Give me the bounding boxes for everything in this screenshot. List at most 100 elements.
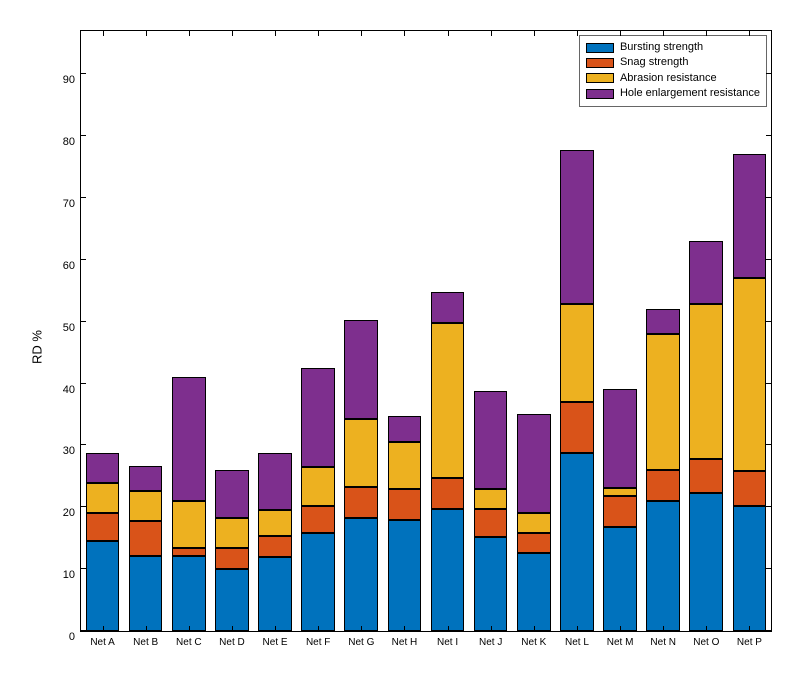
y-axis-label: RD %: [29, 330, 44, 364]
legend-swatch: [586, 58, 614, 68]
bar-segment: [344, 518, 378, 631]
bar-segment: [388, 489, 422, 520]
bar-segment: [474, 509, 508, 537]
bar-segment: [172, 556, 206, 631]
bar-segment: [86, 453, 120, 483]
y-tick-mark: [766, 630, 771, 631]
x-tick-label: Net P: [737, 631, 762, 648]
bar-segment: [560, 453, 594, 631]
x-tick-label: Net C: [176, 631, 202, 648]
bar-segment: [603, 389, 637, 488]
x-tick-mark: [534, 31, 535, 36]
x-tick-mark: [448, 626, 449, 631]
x-tick-mark: [620, 31, 621, 36]
bar-segment: [431, 478, 465, 509]
x-tick-mark: [275, 626, 276, 631]
x-tick-label: Net B: [133, 631, 158, 648]
y-tick-mark: [766, 259, 771, 260]
bar-segment: [474, 537, 508, 631]
x-tick-mark: [146, 31, 147, 36]
bar-segment: [689, 304, 723, 459]
bar-segment: [646, 309, 680, 334]
y-tick-mark: [766, 444, 771, 445]
bar-segment: [689, 459, 723, 493]
bar-segment: [431, 323, 465, 478]
bar-segment: [560, 304, 594, 402]
legend: Bursting strengthSnag strengthAbrasion r…: [579, 35, 767, 107]
y-tick-mark: [81, 259, 86, 260]
x-tick-mark: [232, 31, 233, 36]
bar-segment: [733, 506, 767, 631]
x-tick-label: Net D: [219, 631, 245, 648]
y-tick-mark: [766, 135, 771, 136]
legend-label: Abrasion resistance: [620, 71, 717, 86]
y-tick-mark: [81, 135, 86, 136]
bar-segment: [517, 533, 551, 553]
x-tick-mark: [275, 31, 276, 36]
bar-segment: [172, 377, 206, 501]
bar-segment: [474, 489, 508, 509]
bar-segment: [258, 536, 292, 556]
bar-segment: [301, 368, 335, 467]
bar-segment: [517, 553, 551, 631]
x-tick-mark: [749, 31, 750, 36]
y-tick-mark: [81, 73, 86, 74]
bar-segment: [86, 541, 120, 631]
bar-segment: [603, 496, 637, 527]
bar-segment: [344, 487, 378, 519]
x-tick-label: Net E: [263, 631, 288, 648]
legend-swatch: [586, 43, 614, 53]
y-tick-label: 80: [63, 136, 81, 148]
x-tick-mark: [103, 626, 104, 631]
x-tick-mark: [232, 626, 233, 631]
bar-segment: [129, 491, 163, 521]
x-tick-label: Net K: [521, 631, 546, 648]
bar-segment: [388, 442, 422, 490]
x-tick-mark: [361, 31, 362, 36]
x-tick-mark: [361, 626, 362, 631]
x-tick-label: Net A: [90, 631, 114, 648]
legend-label: Bursting strength: [620, 40, 703, 55]
legend-item: Abrasion resistance: [586, 71, 760, 86]
y-tick-label: 10: [63, 569, 81, 581]
chart-container: RD % Bursting strengthSnag strengthAbras…: [0, 0, 797, 694]
legend-item: Hole enlargement resistance: [586, 86, 760, 101]
y-tick-label: 50: [63, 322, 81, 334]
y-tick-mark: [81, 321, 86, 322]
bar-segment: [733, 278, 767, 471]
bar-segment: [129, 556, 163, 631]
x-tick-label: Net M: [607, 631, 634, 648]
x-tick-mark: [534, 626, 535, 631]
bar-segment: [172, 501, 206, 547]
x-tick-mark: [318, 626, 319, 631]
x-tick-mark: [146, 626, 147, 631]
bar-segment: [689, 241, 723, 303]
x-tick-label: Net G: [348, 631, 374, 648]
bar-segment: [689, 493, 723, 631]
legend-label: Hole enlargement resistance: [620, 86, 760, 101]
x-tick-label: Net F: [306, 631, 330, 648]
x-tick-label: Net J: [479, 631, 502, 648]
y-tick-mark: [766, 568, 771, 569]
x-tick-label: Net H: [392, 631, 418, 648]
x-tick-mark: [189, 626, 190, 631]
x-tick-mark: [706, 31, 707, 36]
bar-segment: [474, 391, 508, 489]
bar-segment: [301, 506, 335, 533]
x-tick-mark: [448, 31, 449, 36]
y-tick-mark: [766, 506, 771, 507]
bar-segment: [560, 402, 594, 453]
bar-segment: [129, 521, 163, 556]
x-tick-mark: [749, 626, 750, 631]
x-tick-mark: [663, 626, 664, 631]
y-tick-mark: [766, 197, 771, 198]
x-tick-mark: [577, 626, 578, 631]
bar-segment: [560, 150, 594, 304]
bar-segment: [344, 419, 378, 487]
y-tick-label: 20: [63, 507, 81, 519]
bar-segment: [215, 518, 249, 547]
bar-segment: [215, 470, 249, 519]
legend-item: Bursting strength: [586, 40, 760, 55]
bar-segment: [172, 548, 206, 556]
x-tick-mark: [318, 31, 319, 36]
